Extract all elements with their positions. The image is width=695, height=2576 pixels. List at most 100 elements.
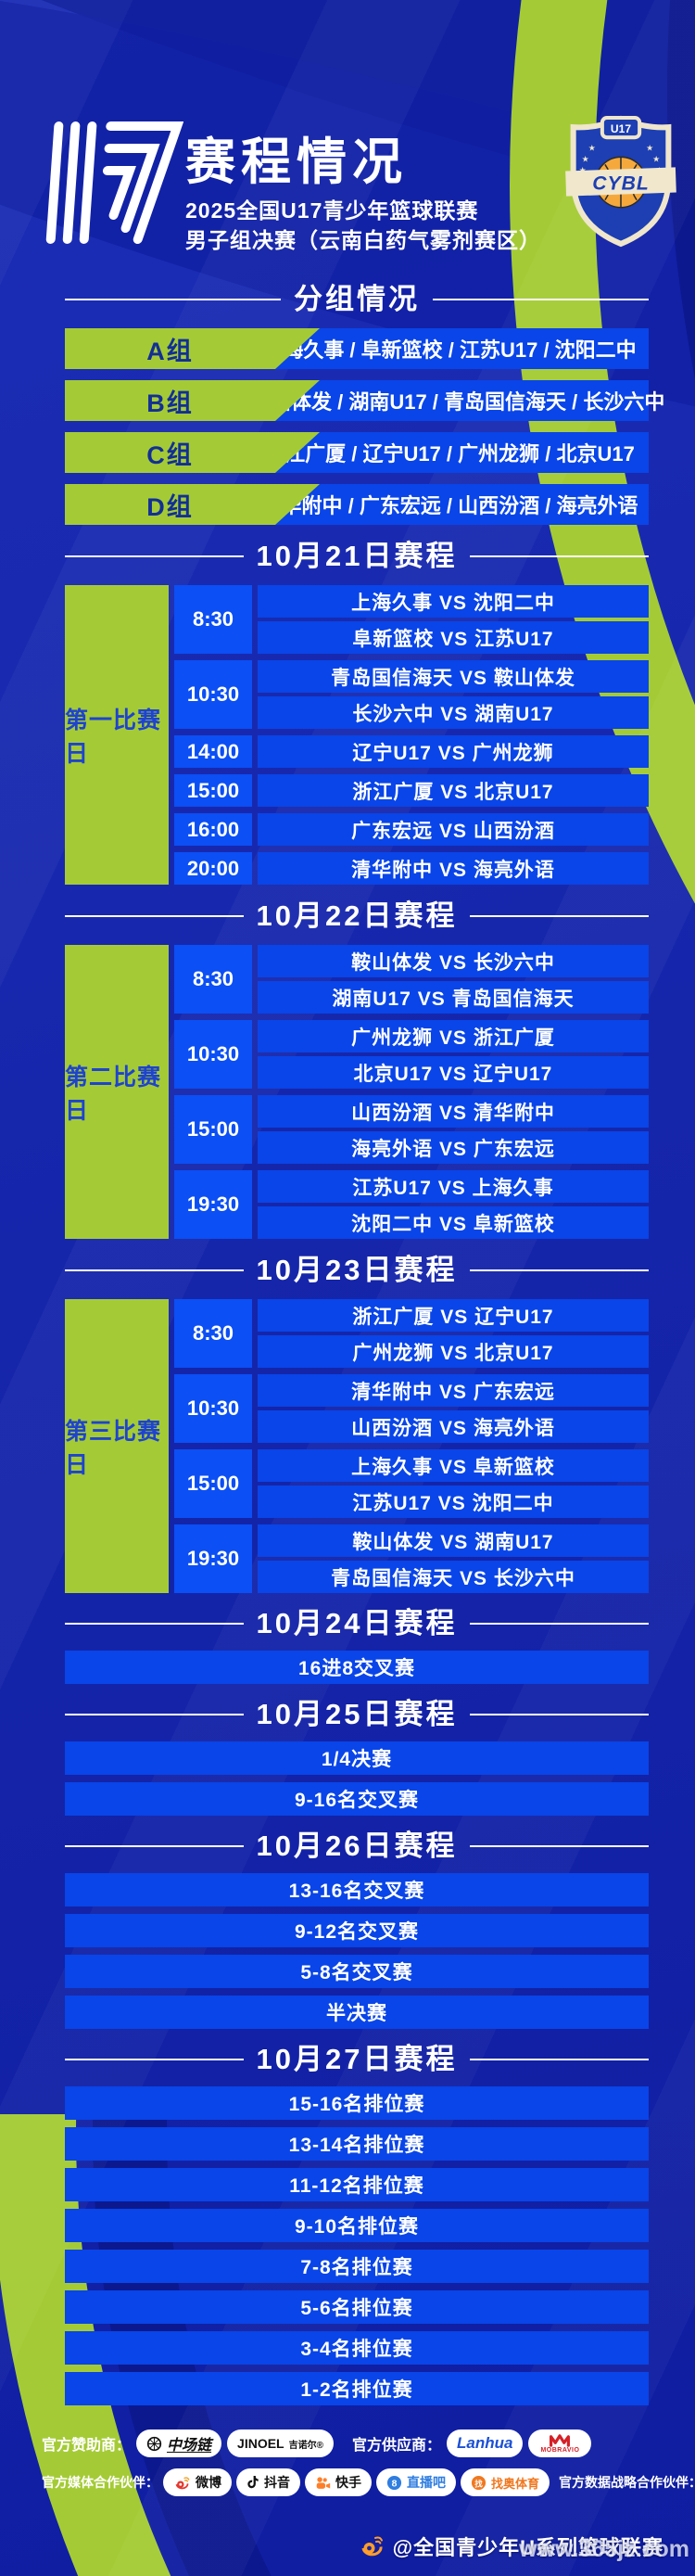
group-label: C组 [146,440,194,469]
time-slot: 10:30 广州龙狮 VS 浙江广厦 北京U17 VS 辽宁U17 [174,1020,649,1089]
day-label-col: 第一比赛日 [65,585,169,885]
time-slot: 15:00 上海久事 VS 阜新篮校 江苏U17 VS 沈阳二中 [174,1449,649,1518]
section-title: 10月26日赛程 [65,1830,649,1862]
group-label: A组 [146,337,194,365]
round-bar: 16进8交叉赛 [65,1651,649,1684]
match-bar: 湖南U17 VS 青岛国信海天 [258,981,649,1014]
group-label-chip: C组 [65,432,320,473]
round-bar: 9-12名交叉赛 [65,1914,649,1947]
day-label: 第二比赛日 [65,1064,162,1124]
partner-label: JINOEL [237,2436,284,2451]
partner-label: 微博 [196,2475,221,2490]
section-title: 10月24日赛程 [65,1608,649,1639]
rounds-list: 1/4决赛 9-16名交叉赛 [65,1741,649,1816]
partner-label: Lanhua [457,2434,513,2452]
divider-line [470,2059,649,2060]
slot-matches: 辽宁U17 VS 广州龙狮 [258,735,649,768]
match-bar: 清华附中 VS 广东宏远 [258,1374,649,1407]
section-title: 10月22日赛程 [65,900,649,932]
slot-time: 8:30 [174,945,252,1014]
cybl-badge-icon: U17 ★★★ ★★★ CYBL [565,115,676,248]
divider-line [470,555,649,557]
divider-line [470,915,649,917]
svg-text:★: ★ [582,154,589,163]
match-bar: 山西汾酒 VS 清华附中 [258,1095,649,1128]
round-bar: 3-4名排位赛 [65,2331,649,2365]
slot-matches: 鞍山体发 VS 长沙六中 湖南U17 VS 青岛国信海天 [258,945,649,1014]
slot-time: 14:00 [174,735,252,768]
section-title: 10月27日赛程 [65,2044,649,2075]
zhongchanglian-logo-icon [146,2436,162,2452]
section-title-text: 10月21日赛程 [256,540,458,572]
slots-column: 8:30 浙江广厦 VS 辽宁U17 广州龙狮 VS 北京U17 10:30 清华附中 … [174,1299,649,1593]
match-bar: 广州龙狮 VS 北京U17 [258,1335,649,1368]
media-label: 官方媒体合作伙伴： [42,2475,158,2490]
slot-time: 10:30 [174,660,252,729]
section-title-text: 10月24日赛程 [256,1607,458,1639]
divider-line [470,1269,649,1271]
match-bar: 长沙六中 VS 湖南U17 [258,696,649,729]
weibo-logo-icon [173,2475,191,2491]
section-title: 10月21日赛程 [65,541,649,572]
day-table: 第一比赛日 8:30 上海久事 VS 沈阳二中 阜新篮校 VS 江苏U17 10:30 青… [65,585,649,885]
footer-sponsor-row: 官方赞助商： 中场链 JINOEL 吉诺尔® 官方供应商： Lanhua MOBRAV… [42,2429,649,2457]
kuaishou-logo-icon [315,2476,331,2490]
slot-time: 8:30 [174,585,252,654]
knockout-day-section: 10月25日赛程 1/4决赛 9-16名交叉赛 [65,1699,649,1816]
partner-label: MOBRAVIO [540,2447,580,2454]
weibo-handle: @全国青少年U系列篮球联赛 [358,2531,663,2561]
divider-line [65,1845,244,1847]
svg-text:8: 8 [392,2479,398,2489]
partner-label: 直播吧 [407,2475,446,2490]
partner-pill-jinoel: JINOEL 吉诺尔® [227,2429,334,2457]
divider-line [65,2059,244,2060]
weibo-icon [361,2536,383,2557]
time-slot: 8:30 鞍山体发 VS 长沙六中 湖南U17 VS 青岛国信海天 [174,945,649,1014]
knockout-days: 10月24日赛程 16进8交叉赛 10月25日赛程 1/4决赛 9-16名交叉赛 10月2… [65,1608,649,2405]
match-bar: 北京U17 VS 辽宁U17 [258,1056,649,1089]
match-day-section: 10月22日赛程第二比赛日 8:30 鞍山体发 VS 长沙六中 湖南U17 VS 青岛… [65,900,649,1239]
day-table: 第三比赛日 8:30 浙江广厦 VS 辽宁U17 广州龙狮 VS 北京U17 10:30… [65,1299,649,1593]
day-label-col: 第三比赛日 [65,1299,169,1593]
time-slot: 10:30 清华附中 VS 广东宏远 山西汾酒 VS 海亮外语 [174,1374,649,1443]
group-teams: 清华附中 / 广东宏远 / 山西汾酒 / 海亮外语 [260,494,638,517]
slot-matches: 广东宏远 VS 山西汾酒 [258,813,649,846]
match-day-section: 10月21日赛程第一比赛日 8:30 上海久事 VS 沈阳二中 阜新篮校 VS 江苏U… [65,541,649,885]
section-title-groups: 分组情况 [65,284,649,315]
slots-column: 8:30 鞍山体发 VS 长沙六中 湖南U17 VS 青岛国信海天 10:30 广州龙狮… [174,945,649,1239]
slot-matches: 鞍山体发 VS 湖南U17 青岛国信海天 VS 长沙六中 [258,1524,649,1593]
slot-time: 19:30 [174,1170,252,1239]
svg-text:★: ★ [646,143,653,152]
divider-line [470,1845,649,1847]
slot-matches: 江苏U17 VS 上海久事 沈阳二中 VS 阜新篮校 [258,1170,649,1239]
sponsor-label: 官方赞助商： [42,2438,132,2454]
divider-line [65,915,244,917]
divider-line [65,299,281,300]
weibo-handle-text: @全国青少年U系列篮球联赛 [392,2536,663,2559]
slots-column: 8:30 上海久事 VS 沈阳二中 阜新篮校 VS 江苏U17 10:30 青岛国信海天… [174,585,649,885]
match-bar: 海亮外语 VS 广东宏远 [258,1131,649,1164]
round-bar: 1/4决赛 [65,1741,649,1775]
zhibo8-logo-icon: 8 [386,2475,402,2491]
slot-matches: 广州龙狮 VS 浙江广厦 北京U17 VS 辽宁U17 [258,1020,649,1089]
time-slot: 15:00 浙江广厦 VS 北京U17 [174,774,649,807]
groups-list: A组 上海久事 / 阜新篮校 / 江苏U17 / 沈阳二中 B组 鞍山体发 / 湖南U… [65,328,664,525]
partner-pill-zhibo8: 8 直播吧 [376,2468,456,2496]
poster-subtitle-line1: 2025全国U17青少年篮球联赛 [185,198,479,223]
svg-text:★: ★ [588,143,596,152]
sponsor-pills: 中场链 JINOEL 吉诺尔® [136,2429,334,2457]
badge-u17-text: U17 [611,122,631,135]
match-bar: 辽宁U17 VS 广州龙狮 [258,735,649,768]
match-bar: 清华附中 VS 海亮外语 [258,852,649,885]
group-teams: 上海久事 / 阜新篮校 / 江苏U17 / 沈阳二中 [262,338,637,362]
round-bar: 5-8名交叉赛 [65,1955,649,1988]
slot-time: 10:30 [174,1020,252,1089]
slot-time: 15:00 [174,1095,252,1164]
section-title-text: 10月25日赛程 [256,1698,458,1730]
slot-time: 10:30 [174,1374,252,1443]
round-bar: 1-2名排位赛 [65,2372,649,2405]
group-row: A组 上海久事 / 阜新篮校 / 江苏U17 / 沈阳二中 [65,328,649,369]
mobravio-logo-icon [548,2433,572,2447]
